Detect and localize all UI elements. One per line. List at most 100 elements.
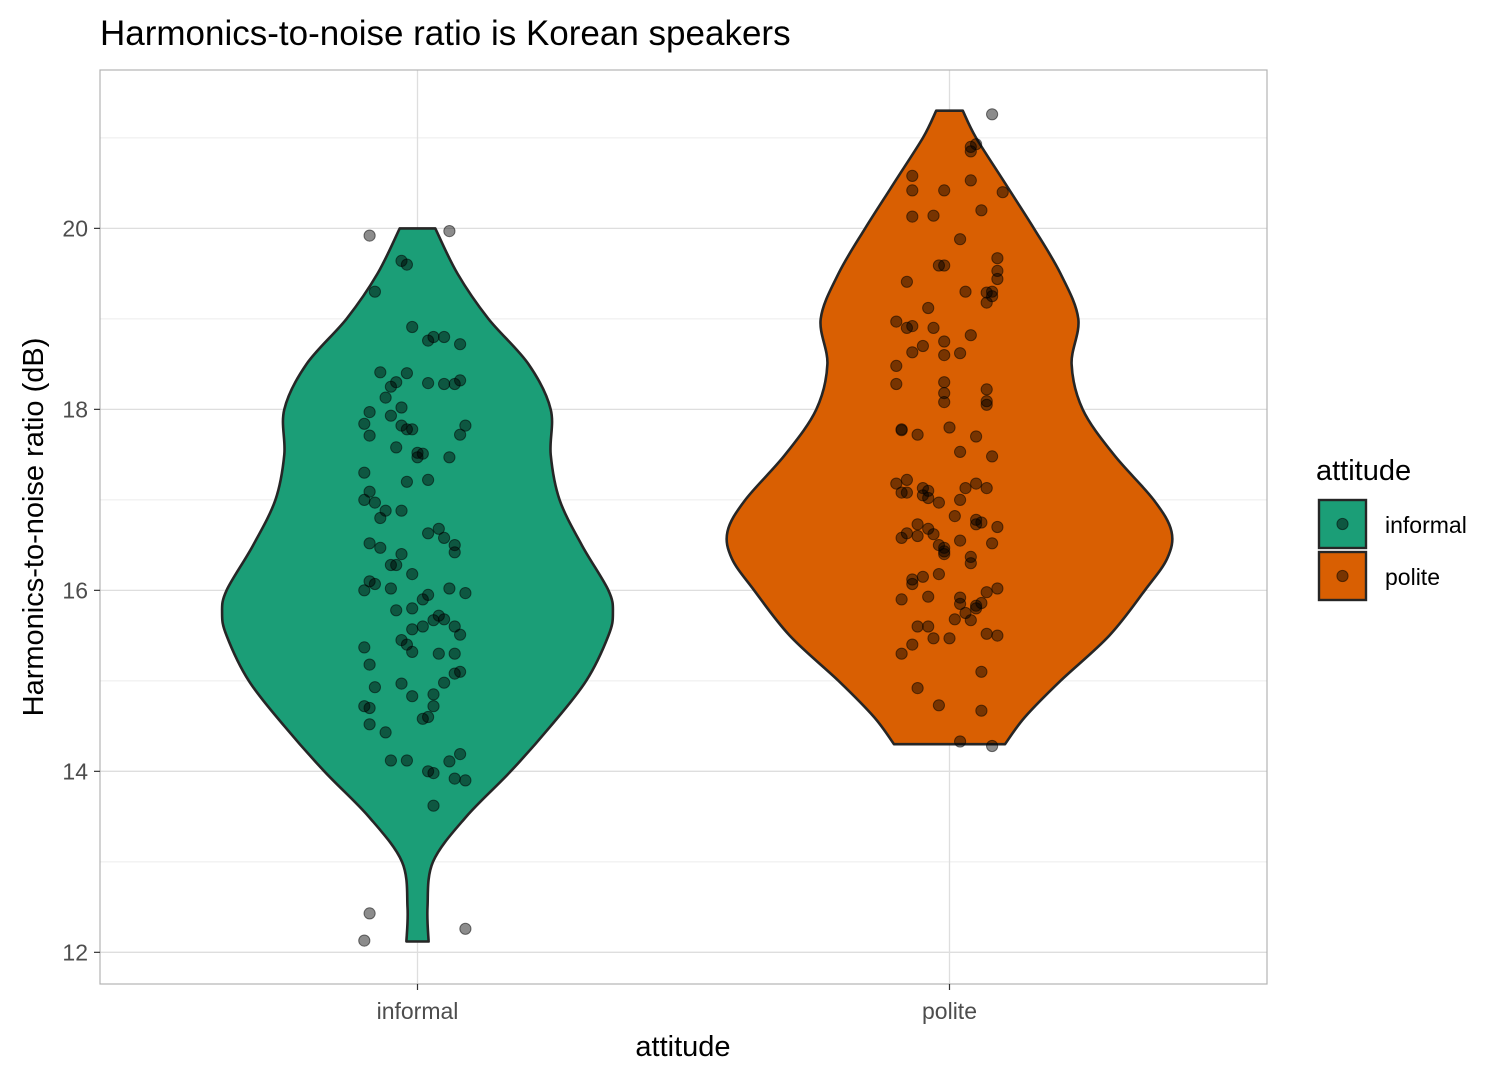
- data-point-polite: [991, 252, 1004, 265]
- legend-key-polite: [1317, 550, 1368, 602]
- data-point-polite: [938, 541, 951, 554]
- data-point-informal: [374, 511, 387, 525]
- y-axis: 12 14 16 18 20: [62, 215, 100, 965]
- data-point-informal: [448, 377, 461, 391]
- data-point-informal: [384, 380, 397, 393]
- data-point-informal: [358, 466, 371, 479]
- data-point-informal: [422, 377, 435, 390]
- data-point-informal: [363, 907, 376, 920]
- data-point-polite: [927, 321, 940, 334]
- data-point-polite: [964, 145, 977, 158]
- data-point-informal: [358, 417, 371, 430]
- violins: [220, 109, 1174, 943]
- data-point-polite: [986, 285, 999, 298]
- data-point-polite: [911, 682, 924, 695]
- data-point-informal: [358, 584, 371, 597]
- data-point-informal: [406, 645, 419, 659]
- violin-polite: [725, 109, 1174, 746]
- data-point-informal: [454, 748, 467, 761]
- data-point-polite: [991, 272, 1004, 286]
- data-point-informal: [432, 522, 445, 535]
- data-point-polite: [980, 482, 993, 495]
- data-point-informal: [363, 406, 376, 419]
- data-point-polite: [980, 398, 993, 411]
- y-tick-label: 20: [62, 215, 88, 241]
- data-point-informal: [459, 587, 472, 600]
- data-point-polite: [959, 482, 972, 495]
- data-point-polite: [906, 210, 919, 223]
- data-point-polite: [922, 590, 935, 603]
- x-axis-title: attitude: [635, 1031, 730, 1063]
- data-point-informal: [358, 641, 371, 654]
- data-point-polite: [906, 573, 919, 586]
- data-point-informal: [390, 441, 403, 454]
- data-point-informal: [416, 593, 429, 606]
- data-point-polite: [938, 349, 951, 362]
- data-point-polite: [906, 184, 919, 197]
- data-point-informal: [411, 451, 424, 464]
- data-point-polite: [954, 735, 967, 748]
- data-point-polite: [890, 315, 903, 328]
- data-point-polite: [975, 516, 988, 529]
- data-point-polite: [954, 597, 967, 611]
- data-point-polite: [954, 534, 967, 547]
- data-point-informal: [448, 647, 461, 660]
- data-point-polite: [911, 518, 924, 531]
- data-point-polite: [938, 396, 951, 409]
- data-point-informal: [443, 225, 456, 238]
- data-point-polite: [938, 545, 951, 558]
- data-point-informal: [395, 401, 408, 414]
- data-point-informal: [384, 558, 397, 572]
- data-point-polite: [927, 632, 940, 645]
- data-point-informal: [406, 690, 419, 703]
- data-point-informal: [454, 338, 467, 351]
- data-point-informal: [358, 934, 371, 947]
- x-tick-label: informal: [377, 998, 459, 1024]
- data-point-informal: [363, 701, 376, 715]
- data-points: [358, 108, 1009, 947]
- data-point-polite: [986, 537, 999, 550]
- data-point-informal: [438, 531, 451, 545]
- data-point-polite: [911, 428, 924, 441]
- data-point-informal: [390, 604, 403, 617]
- violin-informal: [220, 227, 615, 943]
- data-point-polite: [991, 520, 1004, 534]
- plot-border: [99, 69, 1268, 985]
- data-point-informal: [416, 620, 429, 633]
- data-point-informal: [427, 700, 440, 713]
- data-point-polite: [954, 445, 967, 458]
- plot-area: [99, 69, 1268, 985]
- data-point-informal: [406, 320, 419, 334]
- data-point-informal: [374, 541, 387, 554]
- data-point-informal: [438, 676, 451, 689]
- data-point-polite: [911, 620, 924, 633]
- data-point-informal: [363, 718, 376, 731]
- data-point-polite: [943, 632, 956, 645]
- data-point-informal: [379, 726, 392, 739]
- data-point-polite: [938, 387, 951, 400]
- data-point-polite: [959, 285, 972, 298]
- x-tick-label: polite: [922, 998, 977, 1024]
- data-point-informal: [384, 582, 397, 595]
- data-point-informal: [368, 681, 381, 694]
- data-point-polite: [943, 421, 956, 434]
- data-point-informal: [363, 229, 376, 242]
- legend-label-polite: polite: [1385, 564, 1440, 590]
- data-point-informal: [395, 677, 408, 690]
- data-point-informal: [443, 451, 456, 464]
- data-point-polite: [900, 486, 914, 499]
- data-point-polite: [980, 296, 993, 309]
- data-point-polite: [938, 259, 951, 272]
- data-point-polite: [954, 591, 967, 604]
- chart-title: Harmonics-to-noise ratio is Korean speak…: [100, 14, 791, 53]
- data-point-polite: [970, 602, 983, 615]
- legend-point-polite: [1336, 569, 1349, 583]
- data-point-informal: [358, 493, 371, 506]
- data-point-informal: [454, 428, 467, 441]
- data-point-polite: [964, 614, 977, 627]
- data-point-polite: [954, 493, 967, 506]
- data-point-informal: [454, 665, 467, 678]
- data-point-polite: [964, 550, 977, 564]
- data-point-polite: [980, 383, 993, 396]
